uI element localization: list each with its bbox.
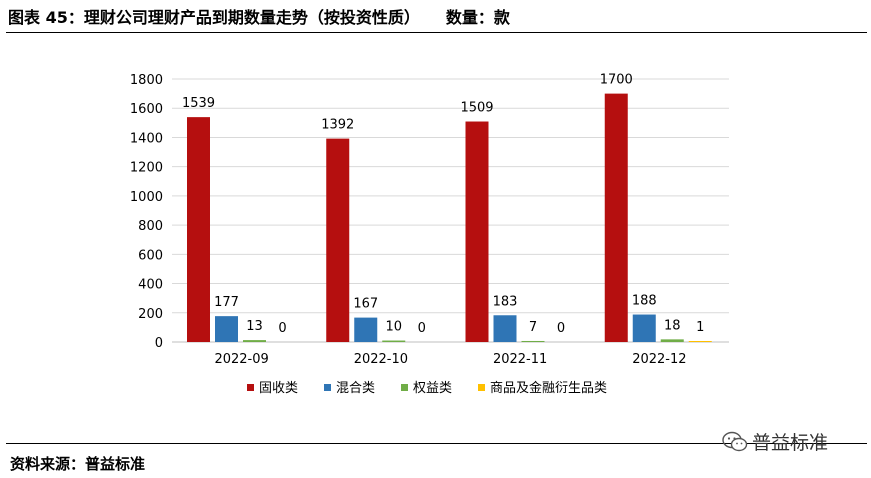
bar [688,341,712,342]
y-tick-label: 200 [138,307,163,322]
x-tick-label: 2022-11 [493,352,547,367]
legend-swatch [478,384,485,391]
data-label: 7 [529,320,537,335]
y-tick-label: 1400 [130,131,163,146]
y-tick-label: 1600 [130,102,163,117]
bar [632,314,656,342]
y-tick-label: 1800 [130,73,163,88]
bottom-rule [6,443,867,444]
figure-title-text: 图表 45：理财公司理财产品到期数量走势（按投资性质） [8,8,420,27]
data-label: 13 [246,319,263,334]
legend-label: 权益类 [413,380,452,396]
legend-label: 固收类 [259,381,298,396]
y-tick-label: 600 [138,248,163,263]
figure-title: 图表 45：理财公司理财产品到期数量走势（按投资性质） 数量：款 [8,4,510,28]
watermark: 普益标准 [722,428,828,455]
bar [243,340,266,342]
data-label: 18 [664,318,681,333]
bar [604,93,628,342]
data-label: 0 [278,321,286,336]
bar [660,339,684,342]
bar [382,340,406,342]
source-note: 资料来源：普益标准 [10,455,146,473]
data-label: 188 [632,294,657,309]
data-label: 183 [493,294,518,309]
legend-swatch [324,384,331,391]
data-label: 1392 [321,118,354,133]
data-label: 0 [557,321,565,336]
bar [521,340,545,342]
data-label: 1700 [600,73,633,88]
legend-swatch [401,384,408,391]
x-tick-label: 2022-10 [354,352,408,367]
figure-unit: 数量：款 [445,8,510,27]
y-tick-label: 400 [138,278,163,293]
y-tick-label: 0 [155,336,163,351]
data-label: 1539 [182,96,215,111]
data-label: 0 [418,321,426,336]
legend-label: 混合类 [336,381,375,396]
wechat-icon [722,431,748,451]
bar [465,121,489,342]
data-label: 10 [385,320,402,335]
x-tick-label: 2022-09 [214,352,268,367]
bar [354,317,378,342]
y-tick-label: 1000 [130,190,163,205]
data-label: 1 [696,320,704,335]
y-tick-label: 1200 [130,161,163,176]
data-label: 177 [214,295,239,310]
bar [326,138,350,342]
top-rule [6,32,867,33]
y-tick-label: 800 [138,219,163,234]
watermark-text: 普益标准 [752,432,829,454]
data-label: 167 [353,297,378,312]
x-tick-label: 2022-12 [632,352,686,367]
bar [187,117,210,342]
bar-chart: 0200400600800100012001400160018001539177… [130,73,729,396]
legend-swatch [247,384,254,391]
legend-label: 商品及金融衍生品类 [490,380,607,396]
bar [215,316,238,342]
bar [493,315,517,342]
data-label: 1509 [460,101,493,116]
